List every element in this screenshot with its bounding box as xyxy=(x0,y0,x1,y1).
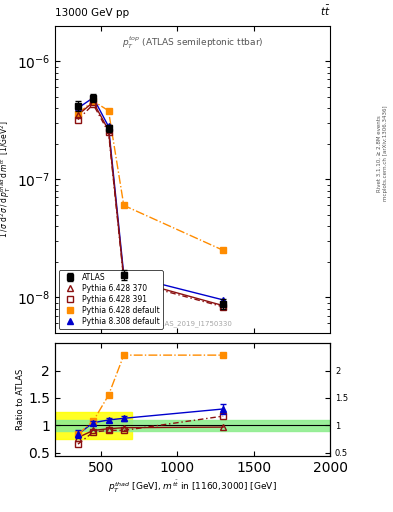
Y-axis label: Ratio to ATLAS: Ratio to ATLAS xyxy=(17,369,26,430)
Pythia 6.428 370 xyxy=(106,127,111,133)
Pythia 8.308 default xyxy=(91,95,95,101)
Line: Pythia 6.428 default: Pythia 6.428 default xyxy=(75,98,226,253)
Pythia 8.308 default xyxy=(75,105,80,111)
Text: $t\bar{t}$: $t\bar{t}$ xyxy=(320,4,330,18)
Pythia 6.428 370 xyxy=(91,99,95,105)
Text: $p_T^{top}$ (ATLAS semileptonic ttbar): $p_T^{top}$ (ATLAS semileptonic ttbar) xyxy=(122,35,263,51)
Pythia 6.428 391 xyxy=(221,304,226,310)
X-axis label: $p_T^{thad}$ [GeV], $m^{t\bar{t}}$ in [1160,3000] [GeV]: $p_T^{thad}$ [GeV], $m^{t\bar{t}}$ in [1… xyxy=(108,479,277,495)
Text: Rivet 3.1.10, ≥ 2.8M events: Rivet 3.1.10, ≥ 2.8M events xyxy=(377,115,382,192)
Pythia 6.428 391 xyxy=(91,101,95,108)
Pythia 6.428 default xyxy=(91,98,95,104)
Y-axis label: $1\,/\,\sigma\;\mathrm{d}^2\sigma\,/\,\mathrm{d}\,p_T^{thad}\,\mathrm{d}\,m^{t\b: $1\,/\,\sigma\;\mathrm{d}^2\sigma\,/\,\m… xyxy=(0,120,13,238)
Pythia 6.428 default xyxy=(106,108,111,114)
Line: Pythia 8.308 default: Pythia 8.308 default xyxy=(75,95,226,303)
Pythia 8.308 default xyxy=(121,272,126,278)
Line: Pythia 6.428 391: Pythia 6.428 391 xyxy=(75,102,226,310)
Pythia 6.428 391 xyxy=(75,117,80,123)
Bar xyxy=(55,412,132,439)
Pythia 6.428 370 xyxy=(75,112,80,118)
Line: Pythia 6.428 370: Pythia 6.428 370 xyxy=(75,99,226,308)
Pythia 6.428 391 xyxy=(106,129,111,135)
Pythia 8.308 default xyxy=(221,297,226,303)
Legend: ATLAS, Pythia 6.428 370, Pythia 6.428 391, Pythia 6.428 default, Pythia 8.308 de: ATLAS, Pythia 6.428 370, Pythia 6.428 39… xyxy=(59,270,163,329)
Pythia 6.428 default xyxy=(121,202,126,208)
Pythia 6.428 default xyxy=(221,247,226,253)
Pythia 6.428 391 xyxy=(121,277,126,283)
Text: 13000 GeV pp: 13000 GeV pp xyxy=(55,8,129,18)
Pythia 6.428 370 xyxy=(121,275,126,281)
Pythia 6.428 default xyxy=(75,111,80,117)
Bar xyxy=(55,420,330,431)
Text: mcplots.cern.ch [arXiv:1306.3436]: mcplots.cern.ch [arXiv:1306.3436] xyxy=(383,106,387,201)
Text: ATLAS_2019_I1750330: ATLAS_2019_I1750330 xyxy=(152,320,233,327)
Pythia 6.428 370 xyxy=(221,303,226,309)
Pythia 8.308 default xyxy=(106,123,111,130)
